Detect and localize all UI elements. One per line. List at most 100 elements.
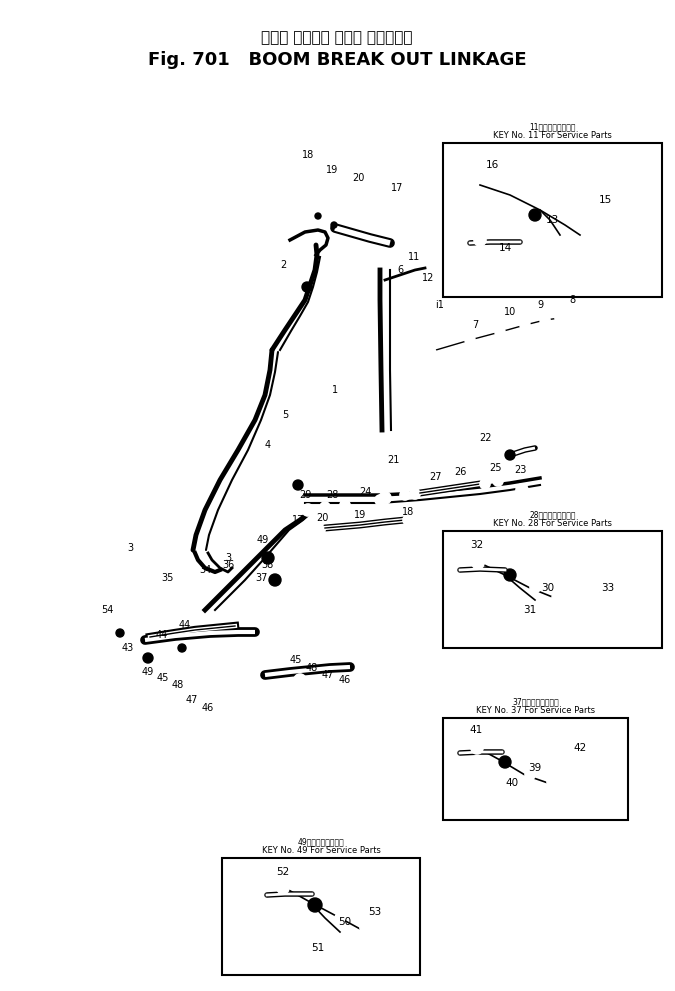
Circle shape (505, 450, 515, 460)
Circle shape (190, 705, 200, 715)
Circle shape (520, 320, 530, 330)
Text: 49番の補給服用部品: 49番の補給服用部品 (298, 837, 344, 846)
Bar (443, 718, 628, 820)
Circle shape (325, 687, 335, 697)
Circle shape (109, 621, 121, 633)
Text: KEY No. 49 For Service Parts: KEY No. 49 For Service Parts (261, 846, 381, 855)
Text: 12: 12 (422, 273, 434, 283)
Circle shape (353, 693, 363, 703)
Text: 49: 49 (142, 667, 154, 677)
Text: 21: 21 (387, 455, 399, 465)
Circle shape (255, 582, 265, 592)
Circle shape (310, 463, 320, 473)
Text: KEY No. 11 For Service Parts: KEY No. 11 For Service Parts (493, 131, 612, 140)
Circle shape (173, 698, 183, 708)
Text: i1: i1 (435, 300, 444, 310)
Circle shape (315, 525, 325, 535)
Circle shape (178, 644, 186, 652)
Text: 24: 24 (359, 487, 371, 497)
Text: 34: 34 (199, 565, 211, 575)
Circle shape (298, 469, 312, 483)
Circle shape (302, 282, 312, 292)
Text: 11番の補給服用部品: 11番の補給服用部品 (529, 122, 576, 131)
Text: 45: 45 (290, 655, 302, 665)
Circle shape (400, 490, 410, 500)
Text: 46: 46 (202, 703, 214, 713)
Bar (222, 858, 420, 975)
Text: 44: 44 (156, 630, 168, 640)
Circle shape (294, 674, 306, 686)
Circle shape (321, 217, 331, 227)
Text: 49: 49 (257, 535, 269, 545)
Text: 18: 18 (302, 150, 314, 160)
Circle shape (493, 476, 503, 486)
Circle shape (504, 569, 516, 581)
Circle shape (547, 776, 559, 788)
Text: 41: 41 (469, 725, 483, 735)
Circle shape (410, 489, 420, 499)
Text: 50: 50 (338, 917, 352, 927)
Text: 39: 39 (529, 763, 541, 773)
Text: ブーム ブレーキ アウト リンケージ: ブーム ブレーキ アウト リンケージ (261, 31, 412, 46)
Text: 5: 5 (282, 410, 288, 420)
Bar (443, 531, 662, 648)
Text: 38: 38 (261, 560, 273, 570)
Text: Fig. 701   BOOM BREAK OUT LINKAGE: Fig. 701 BOOM BREAK OUT LINKAGE (148, 51, 526, 69)
Text: 13: 13 (545, 215, 559, 225)
Text: 10: 10 (504, 307, 516, 317)
Circle shape (505, 220, 515, 230)
Text: 18: 18 (402, 507, 414, 517)
Text: 35: 35 (162, 573, 174, 583)
Circle shape (277, 882, 289, 894)
Circle shape (310, 681, 320, 691)
Text: 17: 17 (391, 183, 403, 193)
Text: 22: 22 (480, 433, 492, 443)
Text: 46: 46 (339, 675, 351, 685)
Circle shape (480, 479, 490, 489)
Text: 4: 4 (265, 440, 271, 450)
Circle shape (375, 495, 385, 505)
Circle shape (262, 552, 274, 564)
Circle shape (474, 234, 486, 246)
Text: 19: 19 (354, 510, 366, 520)
Text: 15: 15 (598, 195, 612, 205)
Text: 31: 31 (523, 605, 537, 615)
Circle shape (170, 598, 180, 608)
Circle shape (205, 710, 215, 720)
Text: 3: 3 (225, 553, 231, 563)
Text: 6: 6 (397, 265, 403, 275)
Circle shape (495, 327, 505, 337)
Text: 2: 2 (280, 260, 286, 270)
Circle shape (305, 205, 315, 215)
Circle shape (516, 484, 528, 496)
Circle shape (360, 923, 370, 933)
Text: 47: 47 (186, 695, 198, 705)
Text: 28: 28 (326, 490, 338, 500)
Circle shape (552, 592, 564, 604)
Circle shape (308, 898, 322, 912)
Text: 23: 23 (514, 465, 526, 475)
Text: 32: 32 (470, 540, 483, 550)
Text: 47: 47 (322, 670, 334, 680)
Circle shape (186, 589, 200, 603)
Circle shape (154, 547, 170, 563)
Text: 17: 17 (292, 515, 304, 525)
Circle shape (220, 713, 230, 723)
Circle shape (540, 315, 550, 325)
Circle shape (379, 492, 391, 504)
Circle shape (143, 653, 153, 663)
Text: 42: 42 (573, 743, 587, 753)
Text: 20: 20 (352, 173, 364, 183)
Text: 3: 3 (127, 543, 133, 553)
Circle shape (331, 222, 337, 228)
Circle shape (131, 658, 145, 672)
Circle shape (320, 502, 330, 512)
Text: KEY No. 28 For Service Parts: KEY No. 28 For Service Parts (493, 519, 612, 528)
Circle shape (335, 913, 345, 923)
Text: 29: 29 (299, 490, 311, 500)
Circle shape (530, 583, 540, 593)
Text: 33: 33 (601, 583, 615, 593)
Circle shape (205, 585, 215, 595)
Text: 14: 14 (498, 243, 512, 253)
Circle shape (584, 199, 596, 211)
